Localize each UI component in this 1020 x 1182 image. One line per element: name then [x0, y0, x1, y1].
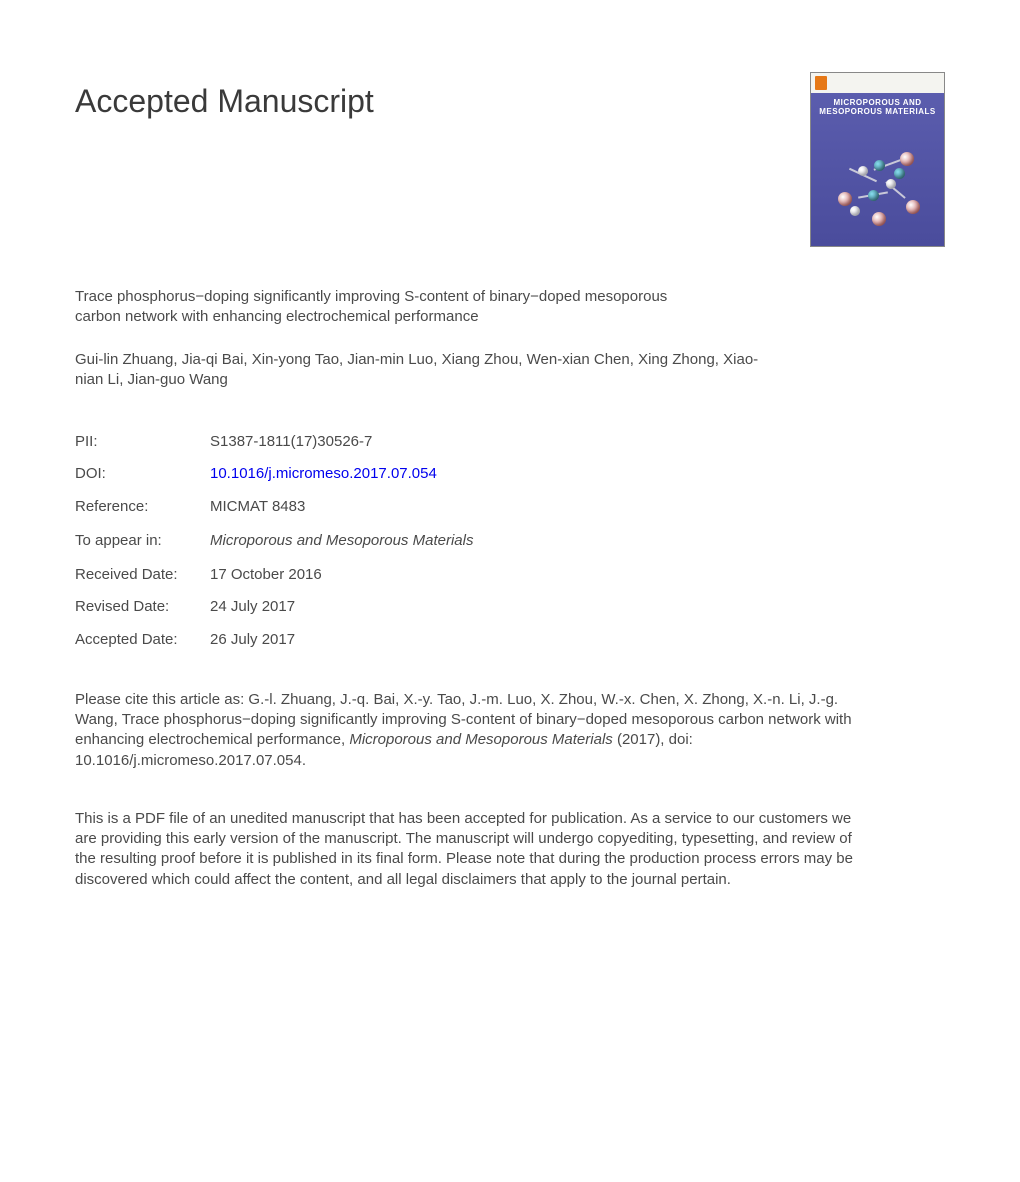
- reference-label: Reference:: [75, 497, 210, 517]
- revised-value: 24 July 2017: [210, 597, 295, 617]
- meta-row-received: Received Date: 17 October 2016: [75, 565, 945, 585]
- reference-value: MICMAT 8483: [210, 497, 305, 517]
- meta-row-accepted: Accepted Date: 26 July 2017: [75, 630, 945, 650]
- received-label: Received Date:: [75, 565, 210, 585]
- citation-block: Please cite this article as: G.-l. Zhuan…: [75, 690, 855, 771]
- article-title: Trace phosphorus−doping significantly im…: [75, 287, 715, 328]
- meta-row-reference: Reference: MICMAT 8483: [75, 497, 945, 517]
- revised-label: Revised Date:: [75, 597, 210, 617]
- metadata-table: PII: S1387-1811(17)30526-7 DOI: 10.1016/…: [75, 432, 945, 650]
- journal-cover-thumbnail: MICROPOROUS AND MESOPOROUS MATERIALS: [810, 72, 945, 247]
- meta-row-pii: PII: S1387-1811(17)30526-7: [75, 432, 945, 452]
- cover-journal-title: MICROPOROUS AND MESOPOROUS MATERIALS: [811, 93, 944, 117]
- received-value: 17 October 2016: [210, 565, 322, 585]
- cover-publisher-bar: [811, 73, 944, 93]
- disclaimer-text: This is a PDF file of an unedited manusc…: [75, 809, 865, 890]
- elsevier-tree-icon: [815, 76, 827, 90]
- article-authors: Gui-lin Zhuang, Jia-qi Bai, Xin-yong Tao…: [75, 350, 775, 391]
- doi-link[interactable]: 10.1016/j.micromeso.2017.07.054: [210, 464, 437, 484]
- pii-label: PII:: [75, 432, 210, 452]
- meta-row-appear: To appear in: Microporous and Mesoporous…: [75, 531, 945, 551]
- citation-journal: Microporous and Mesoporous Materials: [349, 731, 612, 748]
- accepted-label: Accepted Date:: [75, 630, 210, 650]
- appear-label: To appear in:: [75, 531, 210, 551]
- meta-row-doi: DOI: 10.1016/j.micromeso.2017.07.054: [75, 464, 945, 484]
- appear-value: Microporous and Mesoporous Materials: [210, 531, 473, 551]
- page-heading: Accepted Manuscript: [75, 80, 374, 123]
- doi-label: DOI:: [75, 464, 210, 484]
- header-row: Accepted Manuscript MICROPOROUS AND MESO…: [75, 80, 945, 247]
- cover-title-line1: MICROPOROUS AND: [833, 98, 921, 107]
- cover-molecule-graphic: [828, 134, 928, 234]
- cover-title-line2: MESOPOROUS MATERIALS: [819, 107, 936, 116]
- meta-row-revised: Revised Date: 24 July 2017: [75, 597, 945, 617]
- pii-value: S1387-1811(17)30526-7: [210, 432, 372, 452]
- accepted-value: 26 July 2017: [210, 630, 295, 650]
